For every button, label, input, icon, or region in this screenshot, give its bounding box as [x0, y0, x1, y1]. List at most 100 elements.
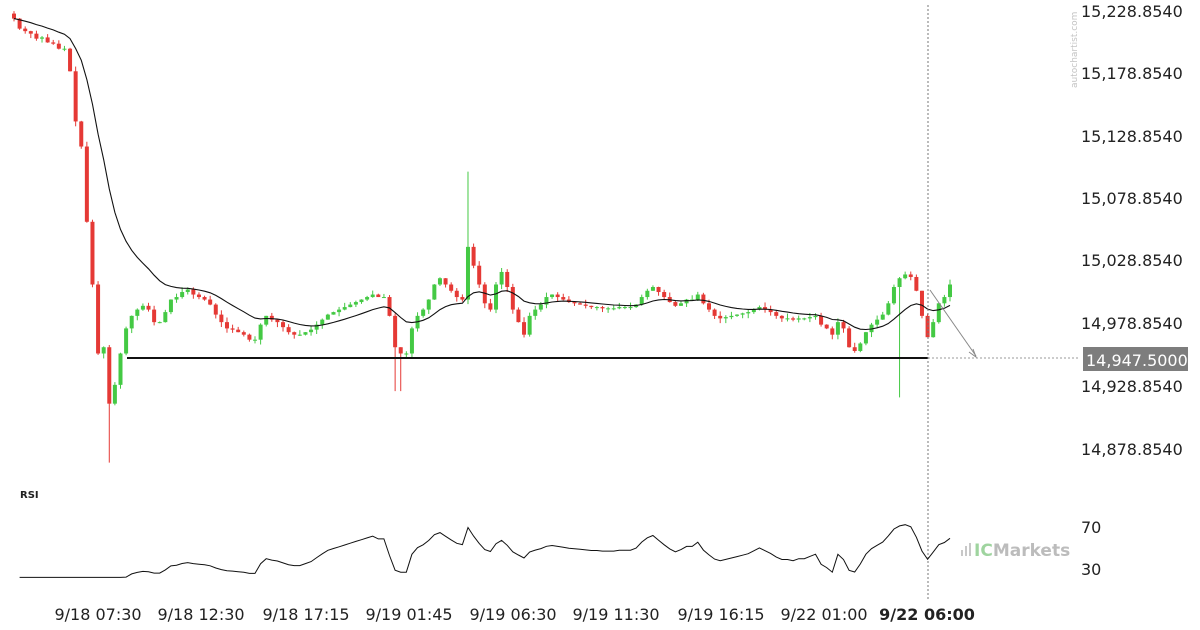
candle-body: [96, 284, 101, 354]
candle-body: [258, 324, 263, 340]
candle-body: [12, 13, 16, 19]
time-tick-current: 9/22 06:00: [879, 605, 975, 624]
candle-body: [768, 309, 773, 313]
candle-body: [112, 384, 117, 404]
candle-body: [286, 327, 291, 333]
candle-body: [650, 287, 655, 291]
candle-body: [449, 284, 454, 291]
candle-body: [622, 307, 627, 309]
candle-body: [830, 328, 835, 335]
candle-body: [79, 121, 84, 147]
candle-body: [891, 287, 896, 304]
candle-body: [662, 292, 667, 298]
candle-body: [903, 274, 908, 279]
candle-body: [45, 37, 50, 43]
candle-body: [292, 332, 297, 335]
candle-body: [869, 324, 874, 333]
moving-average-line: [13, 18, 951, 331]
candle-body: [785, 318, 790, 320]
candle-body: [68, 48, 73, 72]
candle-body: [118, 353, 123, 385]
watermark: autochartist.com: [1070, 12, 1080, 88]
candle-body: [723, 317, 728, 319]
candle-body: [813, 315, 818, 318]
candle-body: [578, 303, 583, 305]
candle-body: [606, 308, 611, 310]
candle-body: [919, 290, 924, 316]
candle-body: [376, 294, 381, 298]
candle-body: [645, 290, 650, 298]
candle-body: [538, 304, 543, 310]
candle-body: [213, 304, 218, 315]
candle-body: [56, 43, 61, 49]
candle-body: [269, 315, 274, 320]
candle-body: [572, 302, 577, 304]
candle-body: [499, 271, 504, 285]
candle-body: [337, 309, 342, 313]
candle-body: [140, 305, 145, 310]
price-tick: 15,228.8540: [1081, 2, 1183, 21]
candle-body: [421, 309, 426, 316]
candle-body: [510, 287, 515, 310]
time-tick: 9/22 01:00: [780, 605, 867, 624]
candle-body: [740, 313, 745, 315]
support-price-label: 14,947.5000: [1086, 351, 1188, 370]
candle-body: [224, 322, 229, 329]
candle-body: [281, 322, 286, 328]
candle-body: [729, 315, 734, 318]
candle-body: [236, 329, 241, 333]
candle-body: [735, 314, 740, 316]
candle-body: [858, 343, 863, 351]
candle-body: [101, 347, 106, 354]
candle-body: [763, 307, 768, 310]
candle-body: [230, 328, 235, 330]
candle-body: [437, 278, 442, 285]
candle-body: [942, 297, 947, 304]
candle-body: [129, 315, 134, 329]
candle-body: [202, 297, 207, 300]
price-axis: 15,228.8540 15,178.8540 15,128.8540 15,0…: [1081, 2, 1183, 459]
candle-body: [432, 284, 437, 300]
candle-body: [393, 315, 398, 348]
candle-body: [342, 307, 347, 310]
candle-body: [196, 294, 201, 298]
candle-body: [320, 319, 325, 325]
candle-body: [17, 18, 22, 29]
candle-body: [656, 287, 661, 293]
candle-body: [639, 297, 644, 305]
brand-logo: ICMarkets: [961, 541, 1070, 561]
candle-body: [835, 322, 840, 335]
candle-body: [908, 274, 913, 277]
candle-body: [516, 309, 521, 323]
candle-body: [348, 304, 353, 308]
svg-text:ICMarkets: ICMarkets: [974, 541, 1070, 561]
candle-body: [886, 303, 891, 315]
price-tick: 14,978.8540: [1081, 314, 1183, 333]
candle-body: [247, 334, 252, 340]
candle-body: [135, 309, 140, 316]
candle-body: [875, 319, 880, 325]
candle-body: [718, 315, 723, 319]
candle-body: [275, 319, 280, 323]
candle-body: [314, 324, 319, 330]
candle-body: [443, 278, 448, 285]
candle-body: [561, 297, 566, 300]
candle-body: [398, 347, 403, 354]
time-tick: 9/19 16:15: [677, 605, 764, 624]
candle-body: [617, 307, 622, 309]
time-tick: 9/18 17:15: [262, 605, 349, 624]
support-price-badge: 14,947.5000: [1083, 347, 1188, 371]
candle-body: [589, 305, 594, 308]
candle-body: [522, 322, 527, 335]
candle-body: [404, 353, 409, 355]
candle-body: [34, 33, 39, 39]
forecast-arrow: [929, 289, 978, 359]
candle-body: [180, 292, 185, 298]
price-tick: 15,178.8540: [1081, 64, 1183, 83]
candle-body: [684, 299, 689, 304]
candle-body: [381, 297, 386, 299]
candle-body: [544, 297, 549, 305]
candle-body: [757, 307, 762, 310]
candle-body: [460, 297, 465, 300]
candle-body: [51, 42, 56, 44]
